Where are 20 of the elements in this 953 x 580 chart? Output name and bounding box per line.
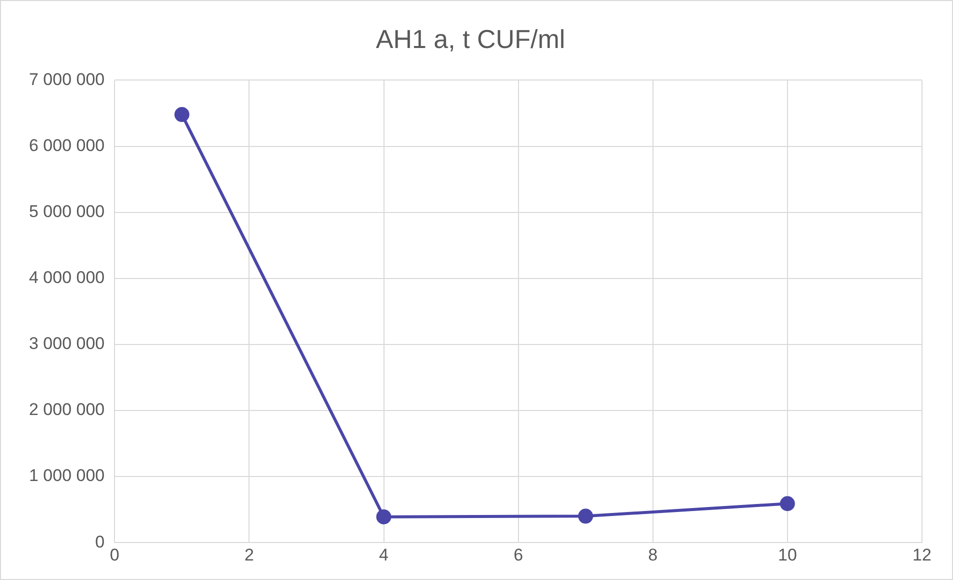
x-tick-label: 0 bbox=[110, 545, 120, 564]
y-tick-label: 3 000 000 bbox=[28, 334, 105, 354]
x-tick-label: 8 bbox=[648, 545, 658, 564]
y-tick-label: 1 000 000 bbox=[28, 466, 105, 486]
y-tick-label: 6 000 000 bbox=[28, 136, 105, 155]
y-tick-label: 5 000 000 bbox=[28, 202, 105, 221]
point bbox=[376, 509, 392, 524]
y-tick-label: 2 000 000 bbox=[28, 400, 105, 420]
x-tick-label: 10 bbox=[778, 545, 797, 564]
point bbox=[780, 496, 795, 512]
y-tick-label: 0 bbox=[95, 532, 105, 552]
x-tick-label: 2 bbox=[244, 545, 254, 564]
point bbox=[174, 107, 190, 122]
y-tick-label: 7 000 000 bbox=[28, 70, 105, 89]
x-tick-label: 6 bbox=[514, 545, 524, 564]
point bbox=[578, 508, 594, 524]
y-tick-label: 4 000 000 bbox=[28, 268, 105, 288]
x-tick-label: 4 bbox=[379, 545, 388, 564]
chart-title: AH1 a, t CUF/ml bbox=[376, 24, 566, 54]
x-tick-label: 12 bbox=[912, 545, 932, 564]
